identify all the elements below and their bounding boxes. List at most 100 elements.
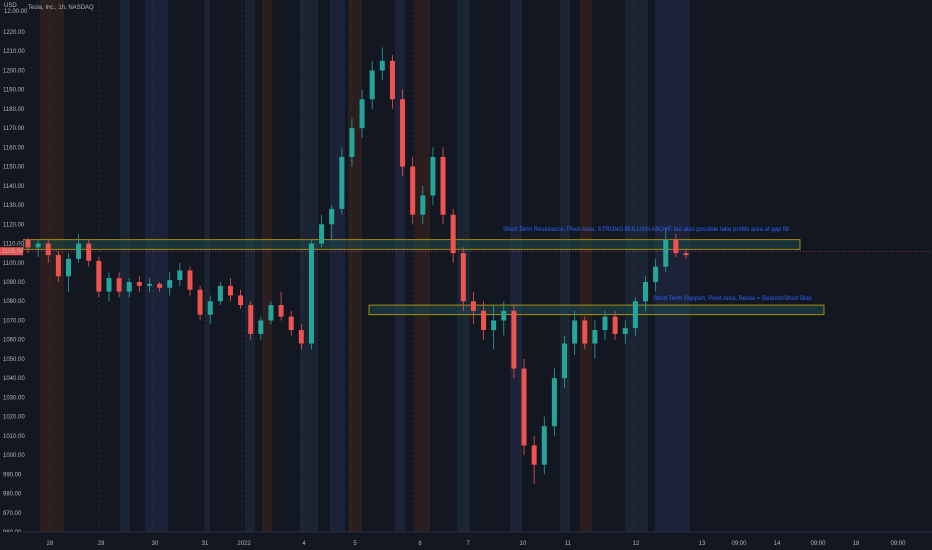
y-axis[interactable]: 1220.00 1210.00 1200.00 1190.00 1180.00 1170.… (0, 0, 25, 550)
session-band (348, 0, 362, 532)
candle-body (65, 258, 71, 277)
candle-body (501, 310, 507, 321)
x-tick-label: 13 (699, 541, 706, 547)
candle-body (126, 282, 132, 292)
y-tick-label: 1160.00 (3, 145, 25, 151)
candle-body (582, 320, 588, 344)
y-tick-label: 1180.00 (3, 107, 25, 113)
candle-body (167, 280, 173, 288)
y-tick-label: 1000.00 (3, 453, 25, 459)
y-tick-label: 990.00 (3, 472, 22, 478)
x-tick-label: 30 (152, 541, 159, 547)
current-price-label: 1106.00 (2, 249, 24, 255)
candle-body (511, 310, 517, 369)
candle-body (187, 270, 193, 290)
candle-body (238, 295, 244, 306)
candle-body (45, 243, 51, 256)
x-tick-label: 29 (98, 541, 105, 547)
candle-body (602, 316, 608, 331)
candle-body (298, 330, 304, 344)
y-tick-label: 1050.00 (3, 357, 25, 363)
candle-body (491, 320, 497, 331)
resistance-zone-box[interactable] (22, 239, 801, 250)
x-tick-label: 7 (466, 541, 470, 547)
candle-body (136, 282, 142, 286)
y-tick-label: 1030.00 (3, 395, 25, 401)
candle-body (450, 214, 456, 254)
candle-body (217, 285, 223, 302)
y-tick-label: 1150.00 (3, 165, 25, 171)
candle-body (308, 243, 314, 344)
candle-body (268, 305, 274, 321)
candle-body (562, 343, 568, 379)
y-tick-label: 1040.00 (3, 376, 25, 382)
candle-body (207, 301, 213, 315)
x-tick-label: 14 (774, 541, 781, 547)
x-axis[interactable]: 28 29 30 31 2022 4 5 6 7 10 11 12 13 09:00 14 09:00 18 09… (0, 531, 932, 550)
x-tick-label: 10 (520, 541, 527, 547)
session-band (415, 0, 430, 532)
candle-body (420, 195, 426, 215)
y-tick-label: 1140.00 (3, 184, 25, 190)
y-tick-label: 1070.00 (3, 318, 25, 324)
candle-body (400, 99, 406, 167)
candle-body (541, 426, 547, 465)
candle-body (430, 157, 436, 196)
candle-body (653, 266, 659, 282)
session-band (395, 0, 405, 532)
y-tick-label: 1120.00 (3, 222, 25, 228)
candle-body (248, 305, 254, 334)
x-tick-label: 28 (47, 541, 54, 547)
candle-body (531, 445, 537, 465)
candle-body (25, 239, 31, 248)
candle-body (673, 239, 679, 254)
candle-body (521, 368, 527, 446)
candle-body (35, 243, 41, 248)
session-band (145, 0, 168, 532)
candle-body (86, 243, 92, 261)
x-tick-label: 11 (565, 541, 572, 547)
candle-body (460, 253, 466, 302)
symbol-title[interactable]: Tesla, Inc., 1h, NASDAQ (28, 5, 94, 11)
candle-body (278, 305, 284, 317)
session-band (205, 0, 210, 532)
y-tick-label: 1110.00 (3, 242, 24, 248)
y-tick-label: 1010.00 (3, 434, 25, 440)
candle-body (116, 278, 122, 292)
session-band (245, 0, 255, 532)
y-tick-label: 1210.00 (3, 49, 25, 55)
session-band (655, 0, 690, 532)
x-tick-label: 2022 (237, 541, 251, 547)
support-zone-box[interactable] (368, 304, 825, 316)
x-tick-label: 09:00 (731, 541, 747, 547)
candle-body (227, 285, 233, 296)
y-tick-label: 1100.00 (3, 261, 25, 267)
session-band (330, 0, 345, 532)
y-tick-label: 1220.00 (3, 30, 25, 36)
candle-body (592, 330, 598, 344)
x-axis-bg (0, 532, 932, 550)
price-tag: 1106.00 (0, 247, 24, 256)
candle-body (470, 301, 476, 311)
y-tick-label: 1200.00 (3, 68, 25, 74)
y-tick-label: 980.00 (3, 492, 22, 498)
resistance-annotation: Short Term Resistance, Pivot Area, STRON… (503, 227, 789, 233)
candle-body (481, 310, 487, 331)
candle-body (146, 283, 152, 286)
session-bands (40, 0, 690, 532)
candle-body (106, 278, 112, 292)
y-tick-label: 1190.00 (3, 88, 25, 94)
y-tick-label: 1130.00 (3, 203, 25, 209)
x-tick-label: 09:00 (810, 541, 826, 547)
currency-label: USD (4, 3, 17, 9)
candle-body (177, 270, 183, 281)
session-band (625, 0, 648, 532)
candle-body (683, 253, 689, 256)
session-band (580, 0, 592, 532)
candle-body (339, 157, 345, 209)
x-tick-label: 6 (418, 541, 422, 547)
x-tick-label: 5 (353, 541, 357, 547)
y-tick-label: 1080.00 (3, 299, 25, 305)
candle-body (55, 255, 61, 277)
